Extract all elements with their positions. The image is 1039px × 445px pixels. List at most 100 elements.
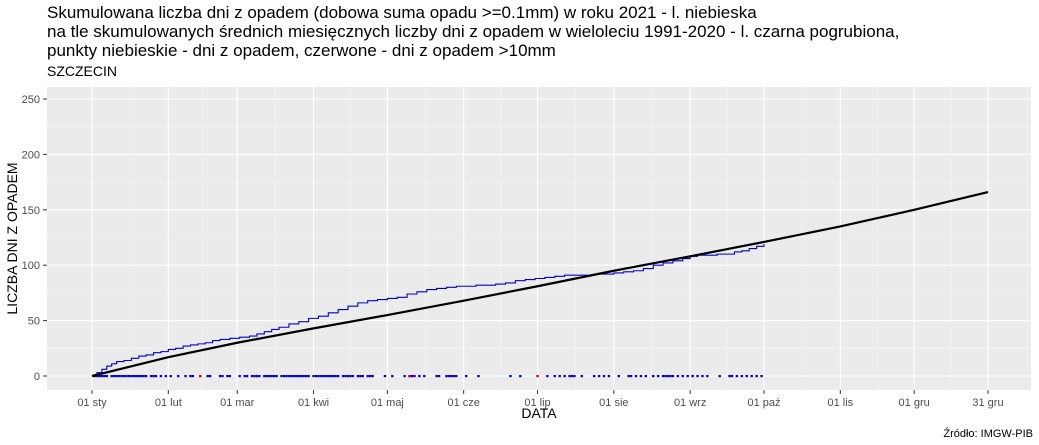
y-tick-label: 200 xyxy=(22,149,40,161)
x-tick-label: 01 mar xyxy=(220,397,255,409)
x-tick-label: 01 maj xyxy=(371,397,404,409)
rain-day-point xyxy=(142,375,145,378)
rain-day-point xyxy=(755,375,758,378)
rain-day-point xyxy=(322,375,325,378)
rain-day-point xyxy=(100,375,104,378)
rain-day-point xyxy=(314,375,318,378)
rain-day-point xyxy=(644,375,648,378)
rain-day-point xyxy=(447,375,451,378)
rain-day-point xyxy=(573,375,576,378)
rain-day-point xyxy=(125,375,128,378)
rain-day-point xyxy=(553,375,556,378)
rain-day-point xyxy=(349,375,352,378)
rain-day-point xyxy=(602,375,606,378)
rain-day-point xyxy=(263,375,266,378)
y-tick-label: 0 xyxy=(34,371,40,383)
chart-title-line-1: Skumulowana liczba dni z opadem (dobowa … xyxy=(47,3,757,22)
rain-day-point xyxy=(112,375,116,378)
rain-day-point xyxy=(666,375,670,378)
rain-day-point xyxy=(332,375,335,378)
rain-day-point xyxy=(607,375,611,378)
rain-day-point xyxy=(437,375,441,378)
source-caption: Źródło: IMGW-PIB xyxy=(943,428,1033,440)
rain-day-point xyxy=(268,375,271,378)
rain-day-point xyxy=(617,375,620,378)
heavy-rain-day-point xyxy=(536,375,539,378)
rain-day-point xyxy=(371,375,374,378)
rain-day-point xyxy=(103,375,106,378)
rain-day-point xyxy=(243,375,246,378)
heavy-rain-day-point xyxy=(408,375,411,378)
rain-day-point xyxy=(356,375,360,378)
x-tick-label: 01 sty xyxy=(77,397,107,409)
rain-day-point xyxy=(297,375,300,378)
y-tick-label: 50 xyxy=(28,316,40,328)
rain-day-point xyxy=(563,375,566,378)
rain-day-point xyxy=(275,375,278,378)
rain-day-point xyxy=(423,375,426,378)
x-tick-label: 31 gru xyxy=(972,397,1003,409)
rain-day-point xyxy=(144,375,148,378)
rain-day-point xyxy=(435,375,438,378)
rain-day-point xyxy=(681,375,684,378)
rain-day-point xyxy=(391,375,394,378)
rain-day-point xyxy=(164,375,168,378)
rain-day-point xyxy=(344,375,347,378)
rain-day-point xyxy=(691,375,694,378)
x-tick-label: 01 sie xyxy=(599,397,628,409)
rain-day-point xyxy=(115,375,118,378)
station-name: SZCZECIN xyxy=(47,63,117,79)
rain-day-point xyxy=(135,375,138,378)
rain-day-point xyxy=(359,375,362,378)
rain-day-point xyxy=(568,375,571,378)
x-tick-label: 01 gru xyxy=(899,397,930,409)
rain-day-point xyxy=(413,375,416,378)
rain-day-point xyxy=(509,375,512,378)
rain-day-point xyxy=(154,375,158,378)
rain-day-point xyxy=(307,375,310,378)
rain-day-point xyxy=(238,375,241,378)
x-tick-label: 01 lis xyxy=(827,397,853,409)
rain-day-point xyxy=(300,375,303,378)
rain-day-point xyxy=(745,375,748,378)
rain-day-point xyxy=(706,375,709,378)
rain-day-point xyxy=(304,375,308,378)
rain-day-point xyxy=(477,375,480,378)
x-tick-label: 01 paź xyxy=(747,397,780,409)
rain-day-point xyxy=(302,375,305,378)
rain-day-point xyxy=(730,375,734,378)
axes: 0 50 100 150 200 250 01 sty 01 lut 01 mar 01 kwi 0… xyxy=(22,94,1004,409)
rain-day-point xyxy=(341,375,345,378)
rain-day-point xyxy=(661,375,665,378)
rain-day-point xyxy=(464,375,468,378)
rain-day-point xyxy=(292,375,296,378)
rain-day-point xyxy=(250,375,254,378)
rain-day-point xyxy=(455,375,458,378)
rain-day-point xyxy=(368,375,372,378)
rain-day-point xyxy=(206,375,209,378)
rain-day-point xyxy=(324,375,328,378)
rain-day-point xyxy=(383,375,387,378)
x-tick-label: 01 kwi xyxy=(298,397,329,409)
rain-day-point xyxy=(127,375,131,378)
y-tick-label: 250 xyxy=(22,94,40,106)
rain-day-point xyxy=(189,375,192,378)
rain-day-point xyxy=(159,375,163,378)
x-axis-title: DATA xyxy=(521,405,557,421)
observed-series-line xyxy=(92,244,765,377)
rain-day-point xyxy=(290,375,293,378)
grid-lines xyxy=(47,87,1031,390)
rain-day-point xyxy=(253,375,256,378)
rain-day-point xyxy=(137,375,140,378)
rain-day-point xyxy=(208,375,212,378)
rain-day-point xyxy=(366,375,369,378)
x-tick-label: 01 wrz xyxy=(674,397,706,409)
rain-day-point xyxy=(117,375,121,378)
rain-day-point xyxy=(272,375,276,378)
rain-day-point xyxy=(580,375,584,378)
rain-day-point xyxy=(120,375,123,378)
rain-day-point xyxy=(696,375,699,378)
rain-day-point xyxy=(110,375,113,378)
normal-series-line xyxy=(91,191,989,378)
